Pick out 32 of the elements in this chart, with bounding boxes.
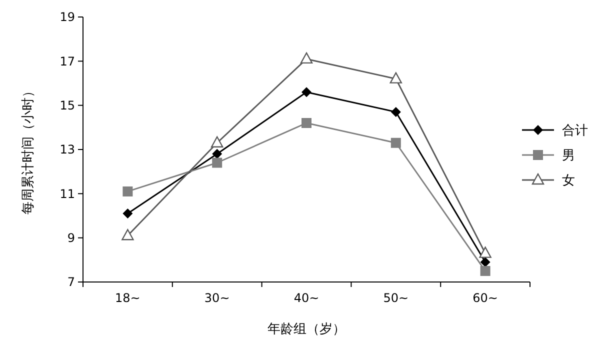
y-tick-label: 11 [60, 186, 75, 201]
point [390, 72, 402, 84]
x-tick-label: 60~ [472, 291, 498, 305]
legend-label: 合计 [562, 124, 588, 139]
point [390, 106, 401, 117]
point [480, 257, 490, 268]
point [211, 136, 224, 148]
x-tick-label: 40~ [294, 291, 320, 305]
point [479, 246, 492, 258]
y-axis-title: 每周累计时间（小时） [21, 84, 36, 214]
point [122, 229, 134, 240]
y-tick-label: 9 [67, 231, 75, 246]
x-tick-label: 30~ [204, 291, 230, 305]
point [212, 158, 222, 168]
point [480, 266, 490, 276]
x-axis-title: 年龄组（岁） [268, 322, 346, 337]
y-tick-label: 7 [67, 275, 75, 290]
point [212, 148, 222, 159]
y-tick-label: 15 [60, 98, 75, 113]
point [390, 138, 401, 148]
y-tick-label: 17 [60, 54, 75, 68]
point [302, 118, 312, 128]
point [122, 208, 133, 219]
y-tick-label: 19 [60, 10, 75, 24]
legend-label: 女 [562, 174, 575, 189]
point [122, 186, 133, 196]
y-tick-label: 13 [60, 142, 75, 157]
x-tick-label: 50~ [383, 291, 409, 305]
x-tick-label: 18~ [115, 291, 140, 305]
point [300, 52, 313, 64]
legend-label: 男 [562, 148, 575, 164]
point [302, 87, 312, 98]
